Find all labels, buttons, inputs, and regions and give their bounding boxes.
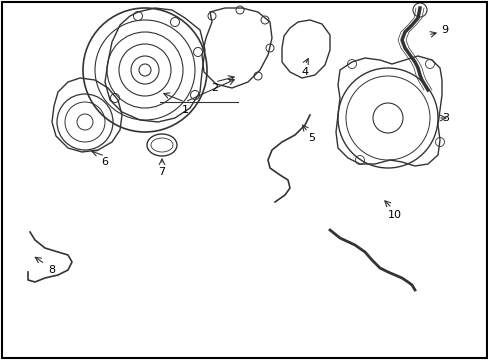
- Text: 9: 9: [441, 25, 447, 35]
- Text: 1: 1: [181, 105, 188, 115]
- Text: 3: 3: [441, 113, 448, 123]
- Text: 7: 7: [158, 167, 165, 177]
- Text: 6: 6: [102, 157, 108, 167]
- Text: 10: 10: [387, 210, 401, 220]
- Text: 8: 8: [48, 265, 56, 275]
- Text: 4: 4: [301, 67, 308, 77]
- Text: 5: 5: [308, 133, 315, 143]
- Text: 2: 2: [211, 83, 218, 93]
